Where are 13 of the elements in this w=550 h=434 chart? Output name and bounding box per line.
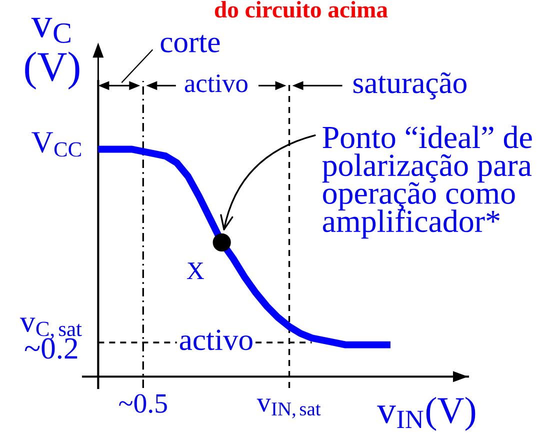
text: V$_{CC}$ [32,132,81,157]
y-axis-title: v$_{C}$ (V) [25,18,80,90]
text: v$_{C,sat}$ ~0.2 [20,318,82,359]
annotation: Ponto “ideal” de polarização para operação como amplificador* [322,126,532,239]
chart-title: do circuito acima [214,1,388,18]
x-tick-label: v$_{IN,sat}$ [256,398,321,418]
text: corte [160,34,220,52]
x-axis-title: v$_{IN}$(V) [377,396,476,431]
text: activo [184,74,248,92]
series-label: X [186,262,204,280]
annotation: activo [180,330,252,350]
x-tick-label: ~0.5 [119,394,167,413]
text: saturação [354,72,466,100]
